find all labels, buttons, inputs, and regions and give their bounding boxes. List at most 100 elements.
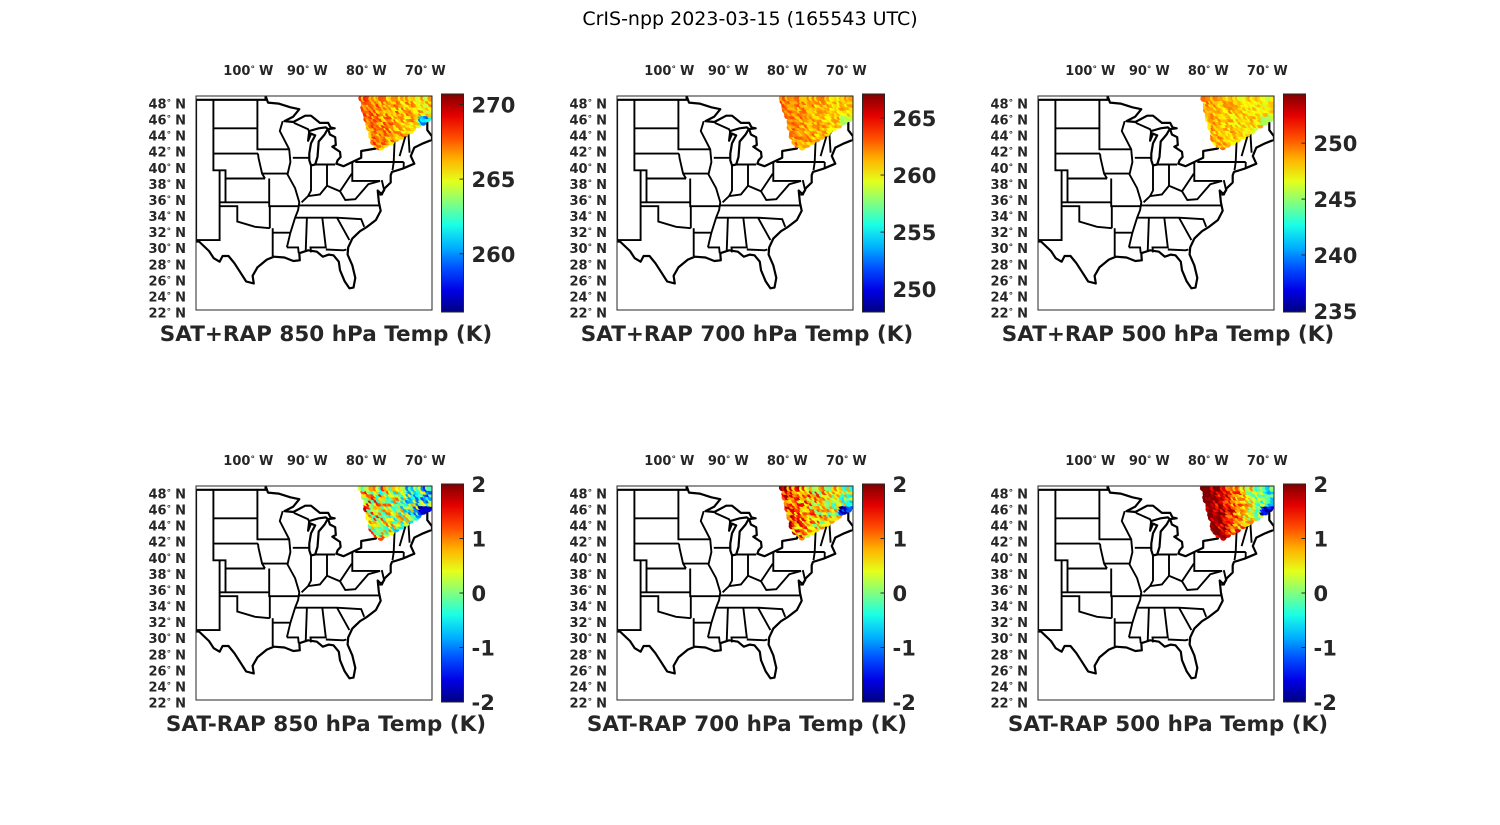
map-background <box>1038 96 1274 310</box>
swath-point <box>833 121 841 129</box>
swath-point <box>848 113 853 120</box>
swath-point <box>798 494 806 501</box>
swath-point <box>1254 511 1261 519</box>
swath-point <box>395 103 402 111</box>
swath-point <box>420 490 427 498</box>
swath-point <box>798 138 806 145</box>
swath-point <box>368 110 375 117</box>
swath-point <box>1269 496 1274 504</box>
swath-point <box>1222 525 1229 533</box>
swath-point <box>835 490 843 498</box>
swath-point <box>801 135 808 143</box>
lat-tick-label: 24° N <box>991 680 1028 695</box>
lat-tick-label: 26° N <box>570 664 607 679</box>
swath-point <box>840 109 848 117</box>
swath-point <box>840 115 848 123</box>
swath-point <box>413 509 420 516</box>
state-boundary <box>212 99 227 203</box>
swath-point <box>368 115 375 122</box>
lon-tick-label: 70° W <box>405 64 446 79</box>
swath-point <box>821 127 828 134</box>
state-boundary <box>307 554 312 587</box>
swath-point <box>823 116 831 123</box>
swath-point <box>809 520 816 527</box>
state-boundary <box>677 99 711 151</box>
swath-point <box>380 497 387 504</box>
axes-box <box>616 95 854 311</box>
swath-point <box>1254 107 1261 114</box>
swath-point <box>1215 528 1222 536</box>
swath-point <box>400 119 407 126</box>
swath-point <box>1217 139 1224 146</box>
swath-point <box>846 97 853 105</box>
swath-point <box>402 508 410 515</box>
swath-point <box>395 121 402 128</box>
swath-point <box>789 488 796 495</box>
lat-tick-label: 32° N <box>991 226 1028 241</box>
swath-point <box>778 486 786 491</box>
swath-point <box>380 520 387 527</box>
swath-point <box>1257 98 1264 105</box>
swath-point <box>1254 493 1261 501</box>
swath-point <box>838 96 846 102</box>
swath-point <box>380 141 387 149</box>
swath-point <box>1239 97 1247 105</box>
swath-point <box>1217 531 1225 538</box>
swath-point <box>846 112 853 120</box>
swath-point <box>1235 104 1242 111</box>
lat-tick-label: 34° N <box>149 210 186 225</box>
swath-point <box>840 113 848 120</box>
swath-point <box>1205 506 1212 513</box>
swath-point <box>836 488 843 495</box>
swath-point <box>1204 112 1212 120</box>
swath-point <box>1212 101 1220 108</box>
colorbar-tick-label: 255 <box>893 221 937 245</box>
swath-point <box>407 124 414 132</box>
swath-point <box>377 98 385 105</box>
swath-point <box>365 116 372 123</box>
swath-point <box>794 124 801 132</box>
swath-point <box>826 107 833 114</box>
swath-point <box>1227 113 1234 120</box>
swath-point <box>375 486 382 492</box>
swath-point <box>407 499 414 507</box>
swath-point <box>375 121 382 128</box>
swath-point <box>365 121 372 128</box>
state-boundary <box>407 133 411 153</box>
swath-point <box>794 506 801 513</box>
swath-point <box>383 523 390 530</box>
swath-point <box>1239 486 1246 492</box>
swath-point <box>828 506 836 513</box>
swath-point <box>821 497 828 504</box>
swath-point <box>811 494 818 501</box>
swath-point <box>826 486 833 492</box>
swath-point <box>417 503 424 510</box>
swath-point <box>1210 132 1217 140</box>
swath-point <box>403 96 410 102</box>
swath-point <box>819 499 826 507</box>
swath-point <box>844 491 851 498</box>
swath-point <box>1234 502 1241 510</box>
swath-point <box>801 515 808 522</box>
swath-point <box>1217 494 1225 501</box>
swath-point <box>382 132 389 140</box>
swath-point <box>1212 96 1219 102</box>
swath-point <box>395 101 402 108</box>
swath-point <box>378 506 385 513</box>
swath-point <box>1250 514 1257 522</box>
swath-point <box>1251 500 1259 507</box>
swath-point <box>1247 494 1254 501</box>
swath-point <box>833 96 841 102</box>
swath-point <box>377 522 384 530</box>
swath-point <box>1249 96 1256 102</box>
swath-point <box>793 514 801 521</box>
swath-point <box>378 121 385 128</box>
swath-point <box>1264 488 1272 495</box>
swath-point <box>424 486 432 492</box>
swath-point <box>1241 107 1249 114</box>
swath-point <box>801 104 808 111</box>
swath-point <box>385 520 392 527</box>
lat-tick-label: 30° N <box>991 632 1028 647</box>
swath-point <box>372 488 380 495</box>
swath-point <box>388 514 395 521</box>
